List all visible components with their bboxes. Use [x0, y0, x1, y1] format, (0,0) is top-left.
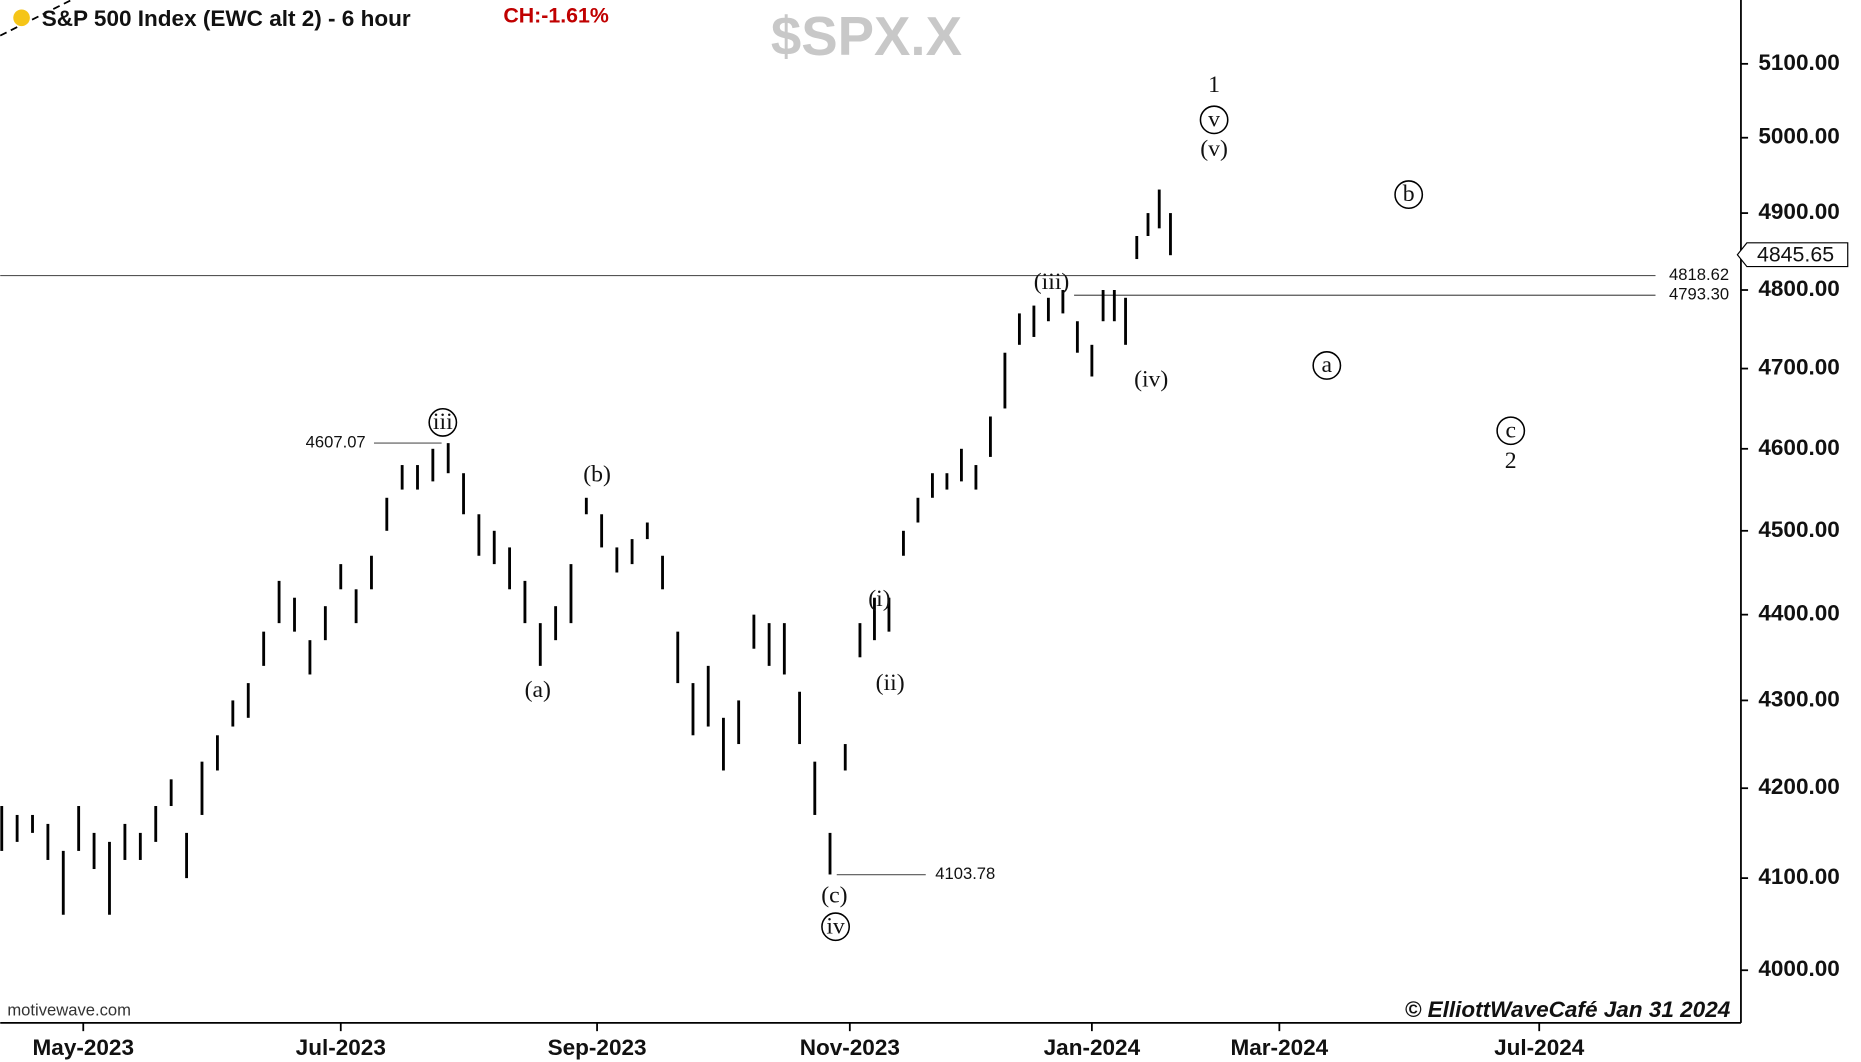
symbol-watermark: $SPX.X	[771, 6, 962, 67]
y-tick-label: 4700.00	[1758, 355, 1839, 380]
wave-label: (i)	[868, 586, 890, 612]
change: CH:-1.61%	[503, 3, 609, 27]
trend-line	[0, 0, 72, 37]
last-price-label: 4845.65	[1757, 243, 1834, 267]
wave-circle	[821, 912, 850, 942]
wave-label: iii	[433, 409, 453, 435]
wave-label: c	[1505, 417, 1516, 443]
x-tick-label: May-2023	[33, 1035, 134, 1060]
wave-circle	[1496, 416, 1526, 446]
level-label: 4818.62	[1669, 265, 1729, 284]
x-tick-label: Nov-2023	[800, 1035, 900, 1060]
marker-label: 4103.78	[935, 864, 995, 883]
wave-label: v	[1208, 106, 1220, 132]
wave-circle	[428, 408, 458, 437]
y-tick-label: 4500.00	[1758, 517, 1839, 542]
wave-label: (iv)	[1134, 366, 1168, 392]
source: motivewave.com	[7, 1000, 131, 1019]
wave-label: (iii)	[1034, 269, 1070, 295]
y-tick-label: 4600.00	[1758, 435, 1839, 460]
y-tick-label: 4400.00	[1758, 601, 1839, 626]
wave-label: (v)	[1200, 136, 1228, 162]
wave-label: (b)	[583, 461, 611, 487]
wave-circle	[1312, 351, 1342, 380]
last-price-tag	[1736, 242, 1849, 268]
wave-label: a	[1322, 352, 1333, 378]
wave-label: iv	[826, 913, 845, 939]
status-dot	[13, 9, 30, 27]
y-tick-label: 4800.00	[1758, 276, 1839, 301]
marker-label: 4607.07	[306, 432, 366, 451]
wave-circle	[1199, 105, 1229, 135]
y-tick-label: 4000.00	[1758, 956, 1839, 981]
y-tick-label: 4900.00	[1758, 199, 1839, 224]
wave-label: b	[1403, 181, 1415, 207]
y-tick-label: 5100.00	[1758, 50, 1839, 75]
wave-circle	[1394, 180, 1424, 210]
wave-label: (c)	[821, 883, 847, 909]
level-label: 4793.30	[1669, 285, 1729, 304]
x-tick-label: Mar-2024	[1231, 1035, 1329, 1060]
x-tick-label: Jan-2024	[1044, 1035, 1141, 1060]
wave-label: 1	[1208, 72, 1220, 98]
x-tick-label: Sep-2023	[548, 1035, 647, 1060]
y-tick-label: 4200.00	[1758, 774, 1839, 799]
y-tick-label: 5000.00	[1758, 124, 1839, 149]
y-tick-label: 4100.00	[1758, 864, 1839, 889]
x-tick-label: Jul-2023	[296, 1035, 386, 1060]
wave-label: (a)	[525, 677, 551, 703]
x-tick-label: Jul-2024	[1494, 1035, 1585, 1060]
wave-label: (ii)	[876, 670, 905, 696]
copyright: © ElliottWaveCafé Jan 31 2024	[1405, 997, 1731, 1022]
wave-label: 2	[1505, 448, 1517, 474]
y-tick-label: 4300.00	[1758, 686, 1839, 711]
chart-title: S&P 500 Index (EWC alt 2) - 6 hour	[42, 6, 411, 31]
